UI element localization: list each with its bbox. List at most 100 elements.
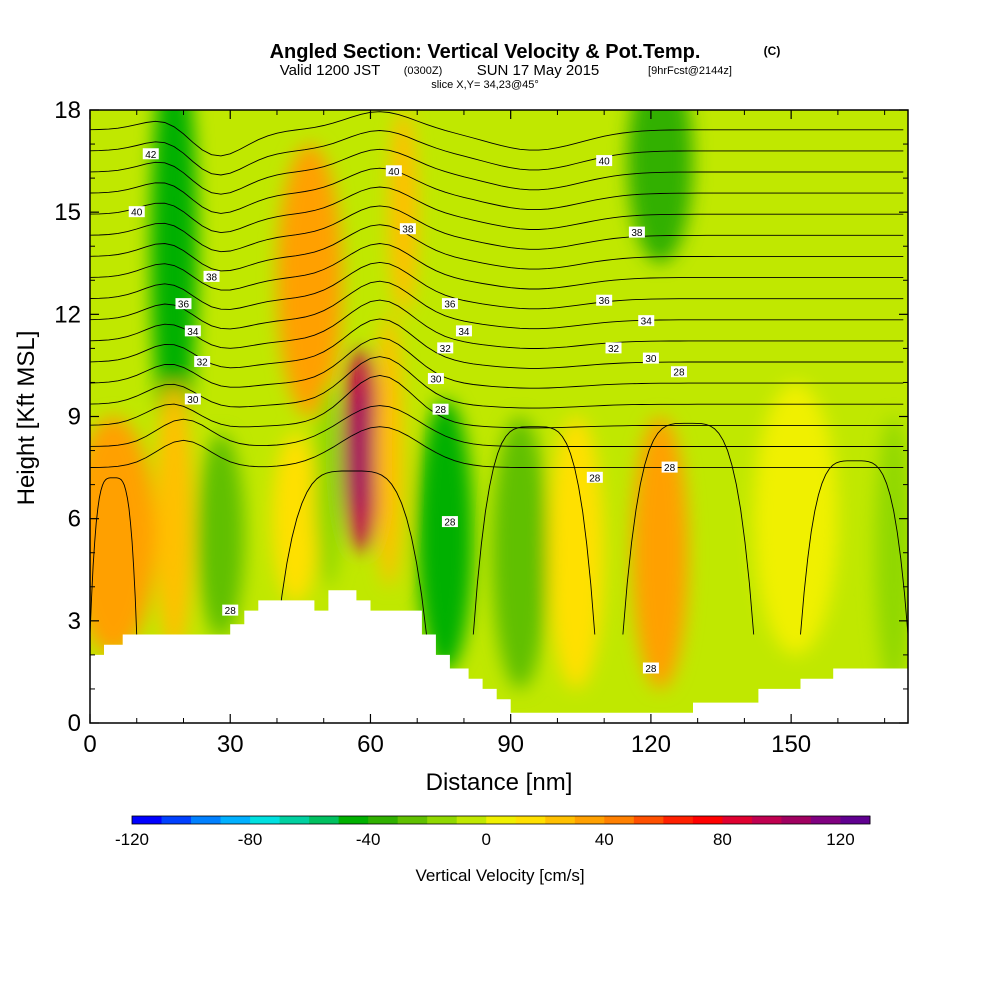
colorbar-bin-3: [221, 816, 251, 824]
isentrope-label-18: 32: [606, 342, 622, 355]
colorbar-tick-label-0: -120: [115, 830, 149, 849]
isentrope-label-1: 40: [129, 206, 145, 219]
svg-text:40: 40: [131, 208, 143, 219]
chart-subtitle: Valid 1200 JST (0300Z) SUN 17 May 2015 […: [280, 62, 732, 79]
isentrope-label-5: 32: [194, 356, 210, 369]
isentrope-label-0: 42: [143, 148, 159, 161]
svg-text:36: 36: [599, 296, 611, 307]
colorbar-bin-21: [752, 816, 782, 824]
isentrope-label-6: 30: [185, 393, 201, 406]
colorbar-bin-12: [486, 816, 516, 824]
isentrope-label-15: 38: [629, 227, 645, 240]
isentrope-label-8: 38: [400, 223, 416, 236]
isentrope-label-21: 28: [222, 605, 238, 618]
colorbar-bin-11: [457, 816, 487, 824]
svg-text:34: 34: [187, 327, 199, 338]
svg-text:Valid 1200 JST: Valid 1200 JST: [280, 62, 381, 79]
y-axis-label: Height [Kft MSL]: [13, 331, 40, 506]
velocity-cell-4: [277, 144, 342, 416]
colorbar-bin-16: [604, 816, 634, 824]
colorbar-bin-6: [309, 816, 339, 824]
colorbar-bin-0: [132, 816, 162, 824]
svg-text:34: 34: [641, 317, 653, 328]
y-tick-label-1: 3: [68, 608, 81, 635]
svg-text:28: 28: [225, 606, 237, 617]
x-tick-label-4: 120: [631, 731, 671, 758]
chart-title: Angled Section: Vertical Velocity & Pot.…: [270, 41, 701, 63]
svg-text:38: 38: [402, 225, 414, 236]
colorbar-bin-19: [693, 816, 723, 824]
svg-text:32: 32: [197, 358, 209, 369]
isentrope-label-17: 34: [638, 315, 654, 328]
colorbar-tick-label-4: 40: [595, 830, 614, 849]
colorbar-tick-label-3: 0: [482, 830, 491, 849]
svg-text:36: 36: [178, 300, 190, 311]
velocity-cell-13: [632, 417, 688, 689]
colorbar-bin-9: [398, 816, 428, 824]
colorbar-bin-22: [781, 816, 811, 824]
isentrope-label-12: 30: [428, 373, 444, 386]
isentrope-label-7: 40: [386, 165, 402, 178]
svg-text:32: 32: [608, 344, 620, 355]
colorbar-bin-5: [280, 816, 310, 824]
isentrope-label-3: 36: [175, 298, 191, 311]
y-tick-label-3: 9: [68, 404, 81, 431]
svg-text:28: 28: [589, 473, 601, 484]
svg-text:28: 28: [444, 518, 456, 529]
colorbar-bin-2: [191, 816, 221, 824]
chart-title-unit: (C): [764, 44, 781, 58]
velocity-cell-5: [272, 434, 319, 604]
svg-text:30: 30: [430, 375, 442, 386]
isentrope-label-9: 36: [442, 298, 458, 311]
colorbar-tick-label-6: 120: [826, 830, 854, 849]
isentrope-label-22: 28: [442, 516, 458, 529]
svg-text:38: 38: [631, 228, 643, 239]
svg-text:[9hrFcst@2144z]: [9hrFcst@2144z]: [648, 65, 732, 77]
colorbar-bin-20: [722, 816, 752, 824]
colorbar-tick-label-5: 80: [713, 830, 732, 849]
isentrope-label-10: 34: [456, 325, 472, 338]
colorbar-bin-24: [840, 816, 870, 824]
y-tick-label-2: 6: [68, 506, 81, 533]
svg-text:34: 34: [458, 327, 470, 338]
colorbar-bin-8: [368, 816, 398, 824]
svg-text:28: 28: [673, 368, 685, 379]
velocity-cell-11: [492, 417, 548, 689]
colorbar-bin-15: [575, 816, 605, 824]
isentrope-label-16: 36: [596, 295, 612, 308]
svg-text:28: 28: [645, 664, 657, 675]
svg-text:40: 40: [599, 157, 611, 168]
svg-text:28: 28: [435, 405, 447, 416]
svg-text:38: 38: [206, 272, 218, 283]
velocity-cell-10: [417, 399, 473, 671]
svg-text:(0300Z): (0300Z): [404, 65, 443, 77]
isentrope-label-19: 30: [643, 353, 659, 366]
colorbar: [132, 816, 871, 824]
colorbar-tick-label-1: -80: [238, 830, 263, 849]
colorbar-bin-23: [811, 816, 841, 824]
svg-text:42: 42: [145, 150, 157, 161]
x-tick-label-0: 0: [83, 731, 96, 758]
colorbar-ticks: -120 -80 -40 0 40 80 120: [115, 830, 855, 849]
y-tick-label-4: 12: [54, 301, 81, 328]
svg-text:28: 28: [664, 463, 676, 474]
slice-label: slice X,Y= 34,23@45°: [431, 79, 539, 91]
svg-text:40: 40: [388, 167, 400, 178]
velocity-cell-6: [314, 382, 342, 586]
velocity-cell-2: [155, 382, 192, 654]
isentrope-label-20: 28: [671, 366, 687, 379]
x-tick-label-5: 150: [771, 731, 811, 758]
velocity-cell-0: [71, 417, 155, 655]
svg-text:32: 32: [440, 344, 452, 355]
x-axis-label: Distance [nm]: [426, 769, 573, 796]
colorbar-bin-4: [250, 816, 280, 824]
colorbar-bin-7: [339, 816, 369, 824]
colorbar-bin-1: [162, 816, 192, 824]
y-tick-label-6: 18: [54, 97, 81, 124]
isentrope-label-13: 28: [433, 404, 449, 417]
velocity-cell-15: [754, 382, 838, 654]
isentrope-label-25: 28: [643, 663, 659, 676]
isentrope-label-24: 28: [662, 462, 678, 475]
colorbar-bin-14: [545, 816, 575, 824]
